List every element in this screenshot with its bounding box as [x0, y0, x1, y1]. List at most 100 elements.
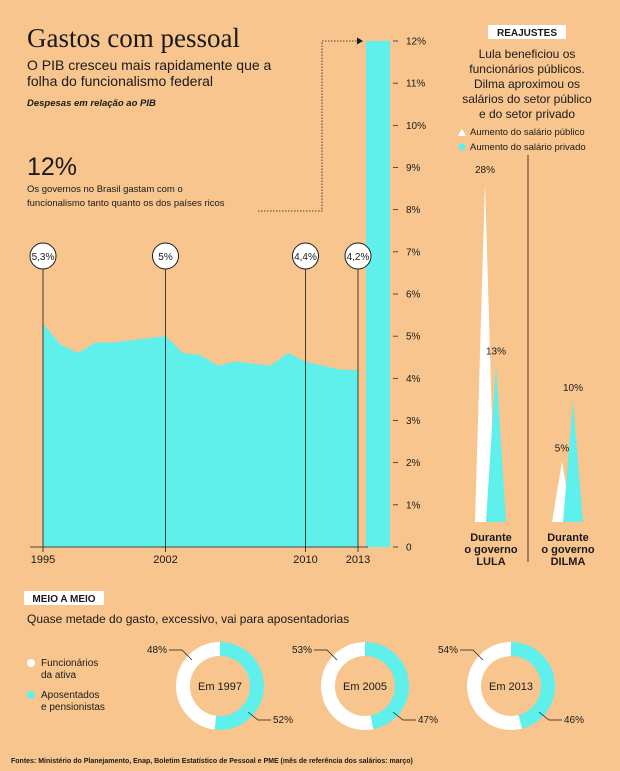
donut-active-leader [314, 649, 338, 661]
x-tick-label: 2010 [293, 554, 317, 566]
y-tick-label: 6% [406, 290, 421, 301]
x-tick-label: 2002 [153, 554, 177, 566]
donut-active-slice [467, 642, 522, 730]
spike-label: 10% [563, 383, 583, 394]
donut-center-label: Em 2005 [343, 681, 387, 693]
annotation-circle [292, 242, 319, 270]
y-tick-label: 12% [406, 37, 426, 48]
donut-active-leader [460, 649, 484, 661]
section-label: Despesas em relação ao PIB [27, 98, 156, 109]
value-annotations: 5,3% 5% 4,4% 4,2% [29, 242, 372, 547]
annotation-circle [344, 242, 372, 270]
callout-text-line-1: Os governos no Brasil gastam com o [27, 184, 183, 195]
annotation-circle [29, 242, 57, 270]
reajustes-desc-line-4: salários do setor público [462, 92, 592, 106]
donut-retired-leader [392, 711, 416, 721]
category-lula-line-2: o governo [464, 544, 517, 556]
callout-text-line-2: funcionalismo tanto quanto os dos países… [27, 198, 225, 209]
legend-retired-icon [27, 691, 35, 699]
y-tick-label: 10% [406, 121, 426, 132]
donut-active-leader [169, 649, 193, 661]
donut-retired-slice [364, 642, 409, 730]
reajustes-bars: 28% 5% 13% 10% [475, 165, 583, 522]
reajustes-title-box [488, 25, 566, 39]
reajustes-panel: REAJUSTES Lula beneficiou os funcionário… [458, 25, 595, 568]
spike-label: 13% [486, 347, 506, 358]
legend-public-icon [458, 129, 466, 136]
y-tick-label: 0 [406, 543, 412, 554]
donut-retired-slice [510, 642, 555, 729]
category-lula-line-3: LULA [476, 556, 505, 568]
reajustes-desc-line-1: Lula beneficiou os [479, 47, 576, 61]
y-tick-label: 11% [406, 79, 425, 90]
sources-note: Fontes: Ministério do Planejamento, Enap… [11, 758, 413, 765]
spike-label: 5% [555, 443, 570, 454]
area-chart: 0 1% 2% 3% 4% 5% 6% 7% 8% 9% 10% 11% 12% 1995 2002 201… [29, 37, 426, 566]
donut-active-label: 48% [147, 645, 167, 656]
category-dilma-line-2: o governo [541, 544, 594, 556]
y-axis: 0 1% 2% 3% 4% 5% 6% 7% 8% 9% 10% 11% 12% [393, 37, 426, 554]
callout-leader-line [258, 40, 357, 212]
donut-active-label: 53% [292, 645, 312, 656]
annotation-label: 5% [158, 252, 173, 263]
reajustes-title: REAJUSTES [497, 28, 557, 39]
legend-private-icon [458, 143, 466, 151]
donut-retired-label: 52% [273, 715, 293, 726]
meio-a-meio-title: MEIO A MEIO [32, 594, 95, 605]
y-tick-label: 1% [406, 500, 421, 511]
rich-countries-bar [366, 41, 390, 547]
y-tick-label: 7% [406, 247, 421, 258]
donut-active-slice [175, 642, 221, 730]
y-tick-label: 8% [406, 205, 421, 216]
y-tick-label: 3% [406, 416, 421, 427]
y-tick-label: 4% [406, 374, 421, 385]
legend-active-line-1: Funcionários [41, 658, 98, 669]
donut-retired-label: 46% [564, 715, 584, 726]
meio-a-meio-subtitle: Quase metade do gasto, excessivo, vai pa… [27, 612, 349, 626]
donut-center-label: Em 1997 [198, 681, 242, 693]
meio-a-meio-panel: MEIO A MEIO Quase metade do gasto, exces… [24, 591, 584, 730]
y-tick-label: 5% [406, 332, 421, 343]
donut-retired-leader [538, 711, 562, 721]
spike-bar [475, 183, 495, 522]
category-dilma-line-3: DILMA [551, 556, 586, 568]
donut-retired-label: 47% [418, 715, 438, 726]
x-axis: 1995 2002 2010 2013 [31, 547, 370, 566]
donut-retired-slice [214, 642, 264, 730]
annotation-label: 4,4% [294, 252, 317, 263]
category-dilma-line-1: Durante [547, 532, 589, 544]
annotation-label: 4,2% [347, 252, 370, 263]
annotation-label: 5,3% [32, 252, 55, 263]
spike-bar [486, 364, 506, 522]
legend-public-label: Aumento do salário público [470, 127, 585, 138]
donut-active-label: 54% [438, 645, 458, 656]
x-tick-label: 1995 [31, 554, 55, 566]
area-series [43, 323, 358, 547]
spike-label: 28% [475, 165, 495, 176]
donut-charts: Em 1997 48% 52% Em 2005 53% 47% Em 2013 54% 46% [147, 642, 584, 730]
donut-center-label: Em 2013 [489, 681, 533, 693]
donut-retired-leader [247, 711, 271, 721]
reajustes-desc-line-5: e do setor privado [479, 107, 575, 121]
legend-retired-line-1: Aposentados [41, 690, 99, 701]
y-tick-label: 2% [406, 458, 421, 469]
category-lula-line-1: Durante [470, 532, 512, 544]
legend-active-icon [27, 659, 35, 667]
annotation-circle [152, 242, 179, 270]
subtitle-line-2: folha do funcionalismo federal [27, 73, 213, 89]
legend-active-line-2: da ativa [41, 670, 76, 681]
legend-private-label: Aumento do salário privado [470, 142, 586, 153]
legend-retired-line-2: e pensionistas [41, 702, 105, 713]
subtitle-line-1: O PIB cresceu mais rapidamente que a [27, 57, 272, 73]
meio-a-meio-title-box [24, 591, 104, 605]
x-tick-label: 2013 [346, 554, 370, 566]
callout-arrow-icon [357, 37, 363, 45]
spike-bar [563, 400, 583, 522]
reajustes-desc-line-3: Dilma aproximou os [474, 77, 580, 91]
callout-value: 12% [27, 153, 77, 181]
donut-active-slice [320, 642, 374, 730]
page-title: Gastos com pessoal [27, 23, 240, 53]
y-tick-label: 9% [406, 163, 421, 174]
